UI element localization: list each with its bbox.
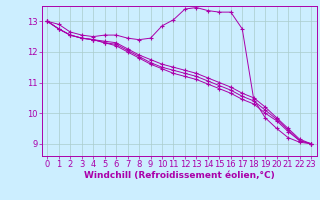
X-axis label: Windchill (Refroidissement éolien,°C): Windchill (Refroidissement éolien,°C) <box>84 171 275 180</box>
